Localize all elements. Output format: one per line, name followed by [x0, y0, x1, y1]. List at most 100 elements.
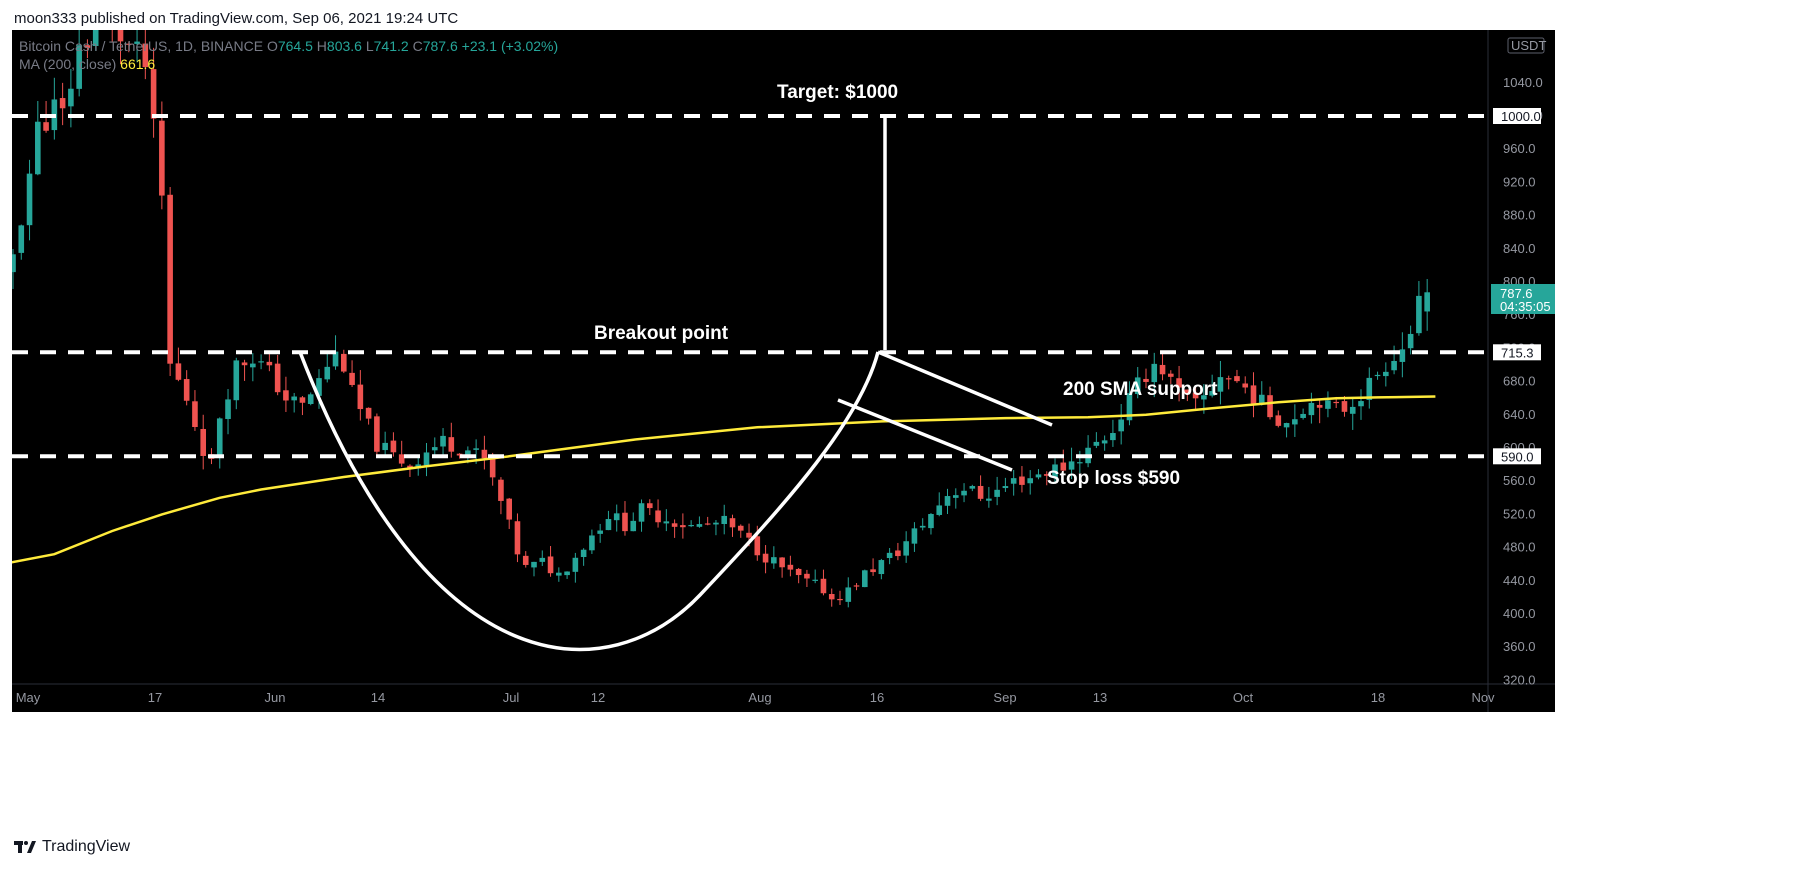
candle-body[interactable] — [671, 523, 678, 527]
candle-body[interactable] — [159, 120, 165, 196]
candle-body[interactable] — [1333, 401, 1339, 404]
candle-body[interactable] — [175, 363, 182, 380]
candle-body[interactable] — [506, 498, 512, 520]
candle-body[interactable] — [1143, 378, 1149, 382]
candle-body[interactable] — [498, 479, 504, 501]
candle-body[interactable] — [43, 122, 49, 131]
candle-body[interactable] — [1060, 462, 1067, 471]
candle-body[interactable] — [986, 498, 992, 501]
candle-body[interactable] — [465, 450, 471, 457]
candle-body[interactable] — [68, 88, 74, 107]
candle-body[interactable] — [341, 353, 347, 372]
candle-body[interactable] — [134, 41, 140, 44]
candle-body[interactable] — [274, 363, 281, 393]
candle-body[interactable] — [1192, 392, 1199, 399]
candle-body[interactable] — [952, 495, 959, 498]
candle-body[interactable] — [729, 518, 736, 528]
candle-body[interactable] — [1383, 371, 1389, 377]
candle-body[interactable] — [771, 557, 777, 564]
candle-body[interactable] — [754, 536, 761, 556]
candle-body[interactable] — [638, 503, 645, 522]
candle-body[interactable] — [1093, 441, 1100, 446]
candle-body[interactable] — [556, 572, 562, 576]
candle-body[interactable] — [423, 452, 430, 466]
candle-body[interactable] — [1258, 394, 1265, 405]
candle-body[interactable] — [1151, 363, 1158, 383]
candle-body[interactable] — [1168, 373, 1174, 377]
candle-body[interactable] — [812, 579, 818, 581]
candle-body[interactable] — [1250, 385, 1257, 404]
candle-body[interactable] — [895, 550, 901, 557]
candle-body[interactable] — [1184, 389, 1191, 395]
candle-body[interactable] — [1201, 395, 1207, 400]
candle-body[interactable] — [84, 45, 91, 48]
candle-body[interactable] — [1275, 415, 1282, 426]
candle-body[interactable] — [1225, 378, 1232, 380]
candle-body[interactable] — [1101, 440, 1108, 444]
candle-body[interactable] — [539, 557, 546, 562]
candle-body[interactable] — [903, 541, 909, 556]
candle-body[interactable] — [1134, 377, 1141, 395]
candle-body[interactable] — [1424, 292, 1430, 312]
candle-body[interactable] — [1283, 423, 1290, 428]
candle-body[interactable] — [316, 378, 322, 396]
candle-body[interactable] — [183, 379, 190, 401]
candle-body[interactable] — [531, 561, 537, 568]
currency-tag[interactable] — [1507, 37, 1545, 54]
candle-body[interactable] — [622, 512, 628, 532]
candle-body[interactable] — [886, 552, 893, 559]
candle-body[interactable] — [431, 447, 438, 451]
cup-curve[interactable] — [298, 351, 880, 652]
candle-body[interactable] — [1416, 295, 1422, 334]
candle-body[interactable] — [1267, 395, 1273, 418]
candle-body[interactable] — [109, 12, 115, 19]
candle-body[interactable] — [911, 528, 918, 544]
candle-body[interactable] — [580, 549, 587, 557]
candle-body[interactable] — [1300, 413, 1306, 418]
ma-200-line[interactable] — [0, 395, 1436, 569]
candle-body[interactable] — [704, 523, 711, 525]
candle-body[interactable] — [1349, 406, 1356, 414]
candle-body[interactable] — [192, 401, 198, 428]
candle-body[interactable] — [514, 521, 521, 555]
candle-body[interactable] — [258, 361, 264, 363]
candle-body[interactable] — [613, 513, 620, 521]
candle-body[interactable] — [250, 363, 256, 368]
candle-body[interactable] — [1391, 360, 1397, 371]
candle-body[interactable] — [92, 27, 99, 46]
candle-body[interactable] — [1242, 383, 1249, 388]
candle-body[interactable] — [283, 390, 289, 401]
candle-body[interactable] — [547, 556, 554, 574]
candle-body[interactable] — [1341, 401, 1348, 412]
candle-body[interactable] — [646, 503, 653, 509]
candle-body[interactable] — [779, 557, 785, 568]
candle-body[interactable] — [804, 573, 810, 579]
candle-body[interactable] — [357, 384, 364, 410]
candle-body[interactable] — [1407, 333, 1414, 349]
candle-body[interactable] — [324, 366, 331, 380]
candle-body[interactable] — [688, 524, 694, 527]
candle-body[interactable] — [655, 510, 661, 523]
candle-body[interactable] — [837, 598, 843, 601]
candle-body[interactable] — [1035, 474, 1042, 478]
candle-body[interactable] — [936, 505, 943, 515]
candle-body[interactable] — [382, 442, 388, 451]
candle-body[interactable] — [597, 530, 603, 534]
candle-body[interactable] — [407, 465, 413, 468]
candle-body[interactable] — [795, 568, 802, 576]
candle-body[interactable] — [630, 520, 637, 532]
candle-body[interactable] — [961, 490, 967, 496]
candle-body[interactable] — [117, 22, 124, 42]
candle-body[interactable] — [1234, 376, 1240, 382]
candle-body[interactable] — [605, 519, 612, 531]
candle-body[interactable] — [125, 43, 132, 45]
candle-body[interactable] — [746, 532, 752, 538]
candle-body[interactable] — [1052, 464, 1058, 478]
candle-body[interactable] — [1159, 364, 1166, 375]
candle-body[interactable] — [828, 594, 835, 600]
candle-body[interactable] — [1176, 378, 1182, 388]
candle-body[interactable] — [787, 564, 794, 570]
candle-body[interactable] — [1209, 391, 1215, 396]
candle-body[interactable] — [696, 524, 703, 527]
candle-body[interactable] — [1325, 400, 1331, 409]
